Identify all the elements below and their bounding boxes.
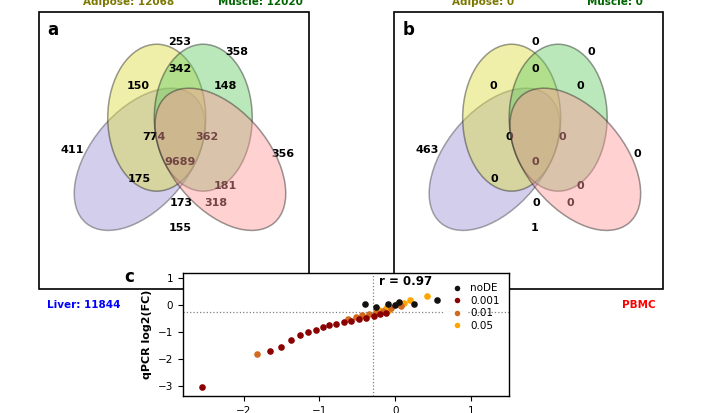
Point — [252, 351, 263, 357]
Point — [381, 304, 392, 311]
Text: Adipose: 0: Adipose: 0 — [452, 0, 514, 7]
Text: 181: 181 — [214, 181, 237, 191]
Point — [394, 299, 405, 306]
Point — [343, 316, 354, 322]
Text: r = 0.97: r = 0.97 — [379, 275, 432, 288]
Point — [384, 306, 395, 313]
Ellipse shape — [429, 88, 560, 230]
Text: 0: 0 — [531, 37, 538, 47]
Text: c: c — [124, 268, 134, 286]
Point — [371, 304, 382, 310]
Text: Liver: 464: Liver: 464 — [402, 300, 461, 310]
Point — [431, 297, 442, 304]
Text: 358: 358 — [225, 47, 248, 57]
Text: 0: 0 — [531, 157, 538, 167]
Point — [310, 326, 321, 333]
Point — [359, 300, 371, 307]
Point — [386, 305, 397, 312]
Text: Muscle: 0: Muscle: 0 — [587, 0, 643, 7]
Text: 0: 0 — [576, 81, 584, 91]
Point — [369, 312, 380, 319]
Text: 148: 148 — [214, 81, 237, 91]
Point — [363, 311, 374, 317]
Point — [196, 384, 207, 390]
Text: 155: 155 — [168, 223, 191, 233]
Text: 9689: 9689 — [164, 157, 196, 167]
Text: 342: 342 — [168, 64, 191, 74]
Point — [373, 306, 384, 313]
Text: 356: 356 — [271, 150, 295, 159]
Text: 0: 0 — [490, 174, 498, 184]
Text: 0: 0 — [490, 81, 497, 91]
Ellipse shape — [509, 44, 607, 191]
Point — [391, 301, 402, 308]
Text: 0: 0 — [532, 198, 540, 209]
Text: 0: 0 — [505, 132, 513, 142]
Ellipse shape — [108, 44, 206, 191]
Text: a: a — [47, 21, 58, 39]
Ellipse shape — [154, 44, 252, 191]
Ellipse shape — [75, 88, 205, 230]
Point — [404, 297, 416, 304]
Point — [303, 328, 314, 335]
Point — [346, 317, 357, 324]
Point — [356, 312, 368, 319]
Ellipse shape — [155, 88, 286, 230]
Point — [295, 332, 306, 338]
Text: b: b — [402, 21, 414, 39]
Point — [276, 343, 288, 350]
Text: 150: 150 — [127, 81, 150, 91]
Point — [409, 300, 420, 307]
Point — [399, 299, 410, 306]
Point — [331, 320, 342, 327]
Ellipse shape — [510, 88, 641, 230]
Point — [374, 311, 386, 318]
Point — [285, 337, 296, 344]
Text: 774: 774 — [143, 132, 166, 142]
Point — [353, 316, 364, 322]
Point — [422, 293, 433, 299]
Legend: noDE, 0.001, 0.01, 0.05: noDE, 0.001, 0.01, 0.05 — [442, 279, 504, 335]
Point — [265, 347, 276, 354]
Y-axis label: qPCR log2(FC): qPCR log2(FC) — [142, 290, 152, 379]
Point — [371, 309, 382, 316]
Text: 0: 0 — [531, 64, 538, 74]
Text: PBMC: PBMC — [622, 300, 655, 310]
Text: 0: 0 — [558, 132, 566, 142]
Text: 0: 0 — [566, 198, 574, 209]
Ellipse shape — [462, 44, 561, 191]
Text: Adipose: 12068: Adipose: 12068 — [82, 0, 174, 7]
Text: 318: 318 — [204, 198, 227, 209]
Text: 463: 463 — [415, 145, 439, 154]
Text: 0: 0 — [576, 181, 584, 191]
Point — [361, 314, 372, 321]
Point — [396, 303, 407, 310]
Text: Muscle: 12020: Muscle: 12020 — [218, 0, 303, 7]
Point — [350, 313, 361, 320]
Point — [377, 308, 389, 314]
Point — [318, 324, 329, 330]
Text: 411: 411 — [60, 145, 84, 154]
Text: 0: 0 — [587, 47, 595, 57]
Point — [381, 310, 392, 316]
Text: Liver: 11844: Liver: 11844 — [47, 300, 120, 310]
Point — [389, 302, 401, 309]
Text: 0: 0 — [634, 150, 642, 159]
Point — [338, 318, 349, 325]
Text: 253: 253 — [168, 37, 191, 47]
Text: 1: 1 — [531, 223, 538, 233]
Text: PBMC: 11381: PBMC: 11381 — [223, 300, 300, 310]
Point — [323, 322, 334, 328]
Text: 175: 175 — [128, 174, 151, 184]
Text: 362: 362 — [195, 132, 219, 142]
Text: 173: 173 — [170, 198, 193, 209]
Point — [382, 300, 394, 307]
